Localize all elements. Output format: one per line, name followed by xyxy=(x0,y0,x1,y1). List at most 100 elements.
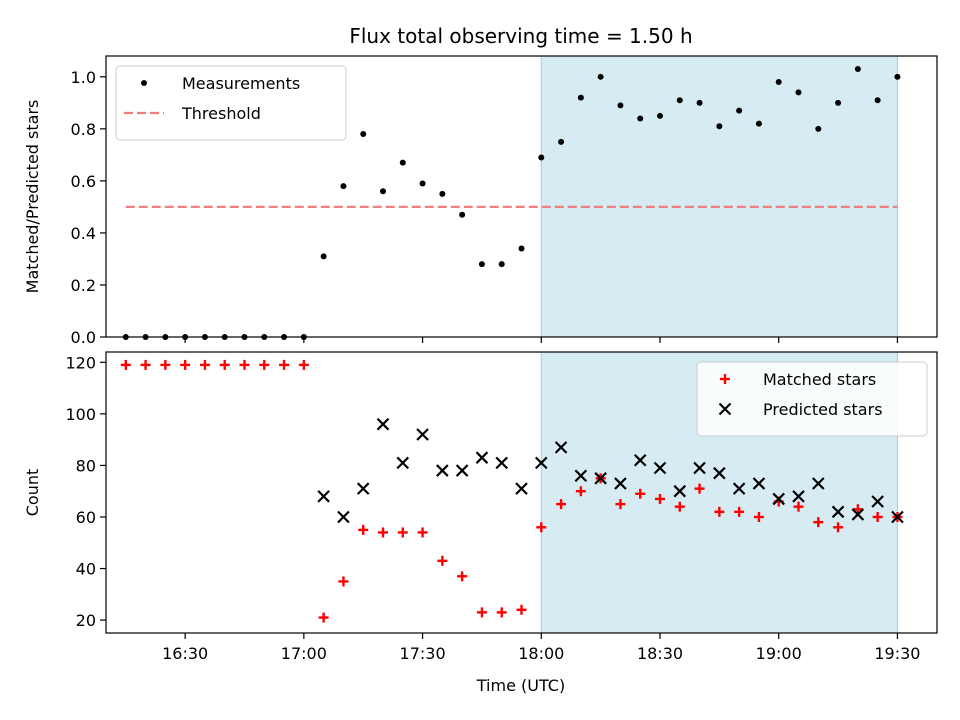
predicted-stars-point xyxy=(633,453,647,467)
plot-frame xyxy=(105,55,938,338)
x-axis-label: Time (UTC) xyxy=(476,676,565,695)
measurements-point xyxy=(696,99,703,106)
measurements-point xyxy=(637,115,644,122)
predicted-stars-point xyxy=(436,464,449,477)
predicted-stars-point xyxy=(831,505,845,519)
x-tick-label: 18:00 xyxy=(518,644,564,663)
measurements-point xyxy=(657,112,663,119)
matched-stars-point xyxy=(496,607,507,618)
predicted-stars-point xyxy=(673,484,687,498)
matched-stars-point xyxy=(318,612,329,623)
measurements-point xyxy=(835,99,842,106)
matched-stars-legend-marker xyxy=(720,374,730,384)
matched-stars-legend-label: Matched stars xyxy=(763,370,876,389)
matched-stars-point xyxy=(457,571,468,582)
predicted-stars-point xyxy=(732,482,746,495)
matched-stars-point xyxy=(120,359,131,370)
x-tick-label: 19:30 xyxy=(874,644,920,663)
predicted-stars-point xyxy=(792,490,805,503)
x-tick-label: 18:30 xyxy=(637,644,683,663)
measurements-point xyxy=(577,94,584,101)
matched-stars-point xyxy=(259,359,270,370)
measurements-point xyxy=(676,97,683,104)
predicted-stars-point xyxy=(317,490,330,503)
predicted-stars-point xyxy=(891,510,904,524)
measurements-point xyxy=(399,159,406,166)
bottom-panel: 20 40 60 80 100 120 16:30 17:00 17:30 18:00 18:30 1… xyxy=(23,351,938,663)
measurements-point xyxy=(558,138,565,145)
matched-stars-point xyxy=(536,522,547,533)
measurements-point xyxy=(716,123,723,130)
y-tick-label: 0.6 xyxy=(71,172,96,191)
measurements-legend-label: Measurements xyxy=(182,74,300,93)
predicted-stars-point xyxy=(772,492,785,506)
matched-stars-point xyxy=(219,359,230,370)
y-tick-label: 80 xyxy=(76,456,96,475)
y-tick-label: 120 xyxy=(65,353,96,372)
measurements-point xyxy=(894,73,901,80)
matched-stars-point xyxy=(734,506,745,517)
measurements-point xyxy=(755,120,762,127)
matched-stars-point xyxy=(714,506,725,517)
bottom-y-axis-label: Count xyxy=(23,469,42,517)
matched-stars-point xyxy=(655,493,665,504)
matched-stars-point xyxy=(437,555,448,566)
matched-stars-point xyxy=(813,517,824,528)
x-tick-label: 19:00 xyxy=(756,644,802,663)
x-tick-label: 17:30 xyxy=(400,644,446,663)
measurements-point xyxy=(360,131,367,138)
predicted-stars-legend-label: Predicted stars xyxy=(763,400,883,419)
matched-stars-point xyxy=(279,359,290,370)
observing-span xyxy=(540,55,898,338)
matched-stars-point xyxy=(615,499,626,510)
matched-stars-point xyxy=(556,499,567,510)
matched-stars-point xyxy=(338,576,349,587)
matched-stars-point xyxy=(378,527,388,538)
predicted-stars-point xyxy=(851,508,865,521)
matched-stars-point xyxy=(852,504,863,515)
predicted-stars-point xyxy=(535,456,548,470)
matched-stars-point xyxy=(298,359,309,370)
measurements-point xyxy=(320,253,327,260)
bottom-legend: Matched stars Predicted stars xyxy=(696,361,928,437)
top-panel: 0.0 0.2 0.4 0.6 0.8 1.0 Matched/Predicted sta… xyxy=(23,55,938,347)
legend-box xyxy=(696,361,928,437)
y-tick-label: 0.2 xyxy=(71,276,96,295)
predicted-stars-point xyxy=(416,428,429,441)
matched-stars-point xyxy=(239,359,250,370)
predicted-stars-point xyxy=(515,482,528,495)
predicted-stars-point xyxy=(871,495,884,508)
predicted-stars-point xyxy=(713,466,726,480)
predicted-stars-point xyxy=(693,461,706,475)
measurements-point xyxy=(518,245,525,252)
y-tick-label: 1.0 xyxy=(71,68,96,87)
x-tick-label: 16:30 xyxy=(162,644,208,663)
matched-stars-point xyxy=(872,511,883,522)
y-tick-label: 0.4 xyxy=(71,224,96,243)
predicted-stars-point xyxy=(812,477,825,490)
matched-stars-point xyxy=(160,359,171,370)
predicted-stars-point xyxy=(653,461,667,475)
predicted-stars-point xyxy=(574,469,588,483)
matched-stars-point xyxy=(476,607,487,618)
matched-stars-point xyxy=(694,483,705,494)
predicted-stars-point xyxy=(337,510,350,524)
measurements-point xyxy=(736,107,743,114)
matched-stars-point xyxy=(833,522,844,533)
plot-frame xyxy=(105,351,938,634)
predicted-stars-point xyxy=(475,451,489,464)
matched-stars-point xyxy=(199,359,210,370)
matched-stars-point xyxy=(397,527,408,538)
measurements-point xyxy=(617,102,624,109)
x-tick-label: 17:00 xyxy=(281,644,327,663)
measurements-point xyxy=(478,261,485,268)
matched-stars-point xyxy=(358,524,369,535)
top-legend: Measurements Threshold xyxy=(115,65,347,141)
predicted-stars-point xyxy=(594,472,607,485)
matched-stars-point xyxy=(793,501,804,512)
matched-stars-point xyxy=(180,359,191,370)
measurements-point xyxy=(874,97,881,104)
measurements-point xyxy=(538,154,545,161)
measurements-point xyxy=(439,190,446,197)
